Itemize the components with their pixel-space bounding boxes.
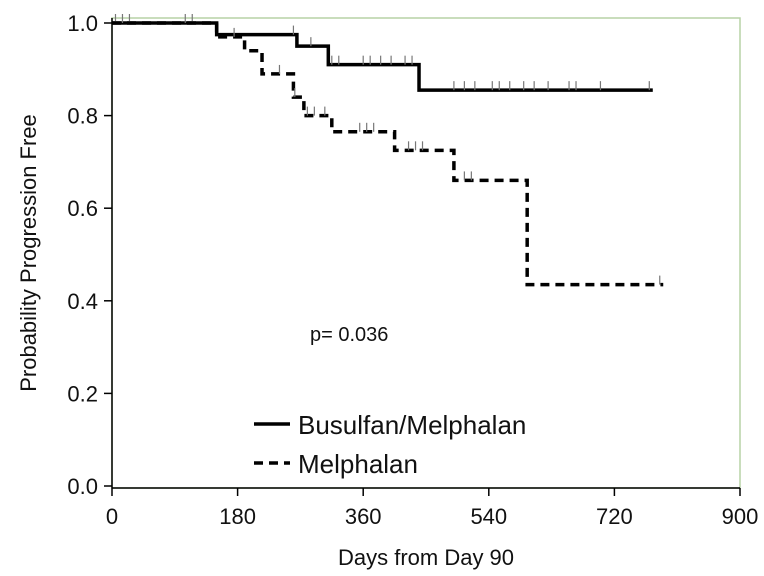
legend: Busulfan/Melphalan Melphalan bbox=[254, 410, 526, 479]
x-tick-label: 180 bbox=[219, 504, 256, 529]
series-line-busulfan-melphalan bbox=[112, 21, 653, 92]
x-tick-label: 360 bbox=[345, 504, 382, 529]
x-axis-title: Days from Day 90 bbox=[338, 545, 514, 570]
y-tick-label: 1.0 bbox=[67, 11, 98, 36]
y-tick-label: 0.0 bbox=[67, 474, 98, 499]
x-axis-ticks: 0 180 360 540 720 900 bbox=[106, 488, 758, 529]
y-tick-label: 0.8 bbox=[67, 104, 98, 129]
y-tick-label: 0.6 bbox=[67, 196, 98, 221]
legend-label-busulfan-melphalan: Busulfan/Melphalan bbox=[298, 410, 526, 440]
y-tick-label: 0.4 bbox=[67, 289, 98, 314]
p-value-annotation: p= 0.036 bbox=[310, 324, 388, 346]
x-tick-label: 900 bbox=[722, 504, 759, 529]
legend-label-melphalan: Melphalan bbox=[298, 449, 418, 479]
x-tick-label: 540 bbox=[470, 504, 507, 529]
y-tick-label: 0.2 bbox=[67, 381, 98, 406]
y-axis-ticks: 0.0 0.2 0.4 0.6 0.8 1.0 bbox=[67, 11, 112, 499]
series-layer bbox=[112, 14, 664, 287]
y-axis-title: Probability Progression Free bbox=[16, 114, 41, 392]
series-line-melphalan bbox=[112, 21, 664, 287]
x-tick-label: 0 bbox=[106, 504, 118, 529]
x-tick-label: 720 bbox=[596, 504, 633, 529]
